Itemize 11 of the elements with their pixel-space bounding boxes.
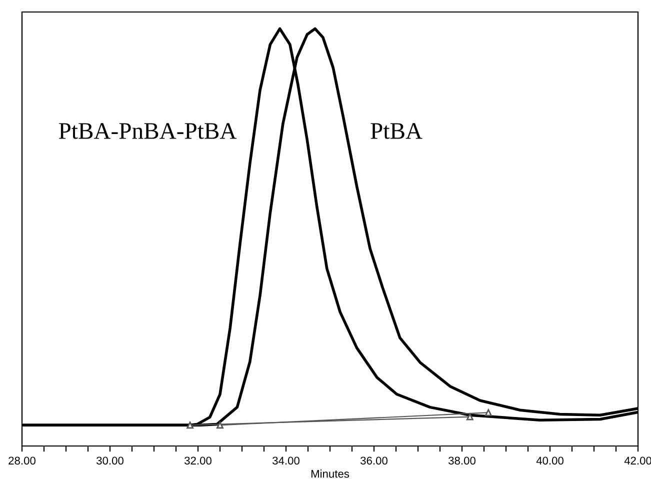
x-tick-label: 40.00 bbox=[536, 456, 564, 465]
series-label: PtBA bbox=[370, 123, 422, 139]
x-tick-label: 28.00 bbox=[8, 456, 36, 465]
x-tick-label: 42.00 bbox=[624, 456, 651, 465]
x-tick-label: 36.00 bbox=[360, 456, 388, 465]
x-tick-label: 32.00 bbox=[184, 456, 212, 465]
x-tick-label: 38.00 bbox=[448, 456, 476, 465]
series-label: PtBA-PnBA-PtBA bbox=[58, 123, 237, 139]
x-tick-label: 30.00 bbox=[96, 456, 124, 465]
x-tick-label: 34.00 bbox=[272, 456, 300, 465]
x-axis-title: Minutes bbox=[311, 470, 350, 478]
